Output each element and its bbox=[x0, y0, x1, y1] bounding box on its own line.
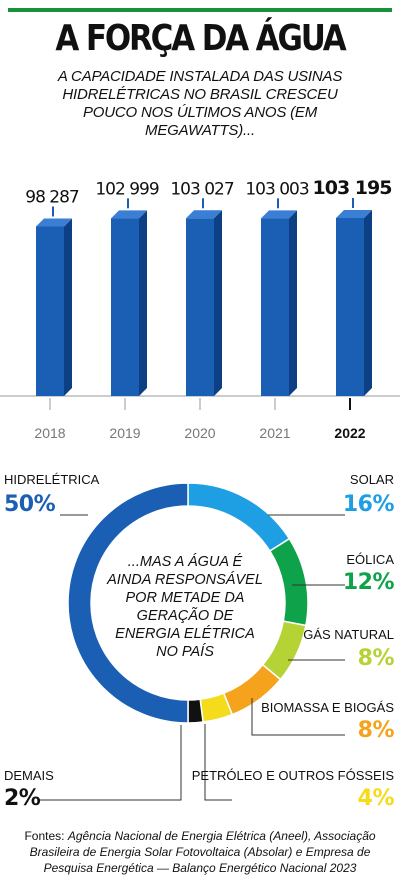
bar-front bbox=[186, 218, 214, 396]
legend-label-solar: SOLAR bbox=[349, 472, 394, 487]
donut-center-text: ...MAS A ÁGUA É AINDA RESPONSÁVEL POR ME… bbox=[107, 554, 263, 660]
bar-side bbox=[64, 218, 72, 396]
leader-line bbox=[204, 724, 232, 801]
x-label: 2020 bbox=[184, 425, 215, 441]
bar-top bbox=[111, 210, 147, 219]
legend-label-e-lica: EÓLICA bbox=[346, 552, 394, 567]
leader-line bbox=[38, 725, 182, 801]
bar-top bbox=[36, 218, 72, 227]
source-prefix: Fontes: bbox=[24, 829, 68, 843]
legend-label-hidrel-trica: HIDRELÉTRICA bbox=[4, 472, 100, 487]
value-label: 103 195 bbox=[313, 177, 392, 199]
bar-top bbox=[336, 210, 372, 218]
value-label: 102 999 bbox=[95, 179, 158, 199]
legend-label-biomassa-e-biog-s: BIOMASSA E BIOGÁS bbox=[261, 700, 394, 715]
legend-percent-e-lica: 12% bbox=[342, 570, 395, 595]
source-text: Agência Nacional de Energia Elétrica (An… bbox=[29, 829, 376, 875]
bar-2018: 98 287 2018 bbox=[25, 187, 80, 441]
x-label: 2021 bbox=[259, 425, 290, 441]
bar-front bbox=[261, 218, 289, 396]
bar-side bbox=[364, 210, 372, 396]
x-label: 2022 bbox=[334, 425, 365, 441]
x-label: 2018 bbox=[34, 425, 65, 441]
source-note: Fontes: Agência Nacional de Energia Elét… bbox=[10, 828, 390, 876]
legend-percent-g-s-natural: 8% bbox=[357, 646, 395, 671]
legend-percent-solar: 16% bbox=[342, 492, 395, 517]
slice-hidrel-trica bbox=[67, 482, 189, 724]
legend-percent-biomassa-e-biog-s: 8% bbox=[357, 718, 395, 743]
bar-top bbox=[186, 210, 222, 219]
slice-e-lica bbox=[268, 537, 309, 627]
bar-2021: 103 003 2021 bbox=[245, 179, 309, 441]
value-label: 103 027 bbox=[170, 179, 233, 199]
bar-2020: 103 027 2020 bbox=[170, 179, 234, 441]
top-accent-bar bbox=[8, 8, 392, 12]
bar-side bbox=[289, 210, 297, 396]
bar-2022: 103 195 2022 bbox=[313, 177, 393, 441]
bar-side bbox=[139, 210, 147, 396]
slice-demais bbox=[187, 698, 204, 724]
legend-percent-hidrel-trica: 50% bbox=[4, 492, 56, 517]
chart-subtitle: A CAPACIDADE INSTALADA DAS USINAS HIDREL… bbox=[57, 68, 343, 139]
bar-side bbox=[214, 210, 222, 396]
value-label: 103 003 bbox=[245, 179, 308, 199]
legend-percent-petr-leo-e-outros-f-sseis: 4% bbox=[357, 786, 395, 811]
legend-label-demais: DEMAIS bbox=[4, 768, 54, 783]
slice-solar bbox=[187, 482, 291, 553]
legend-percent-demais: 2% bbox=[4, 786, 41, 811]
legend-label-g-s-natural: GÁS NATURAL bbox=[303, 627, 394, 642]
bar-2019: 102 999 2019 bbox=[95, 179, 159, 441]
x-label: 2019 bbox=[109, 425, 140, 441]
leader-line bbox=[251, 698, 345, 736]
value-label: 98 287 bbox=[25, 187, 79, 207]
legend-label-petr-leo-e-outros-f-sseis: PETRÓLEO E OUTROS FÓSSEIS bbox=[191, 768, 394, 783]
bar-chart: 98 287 2018 102 999 2019 103 027 2020 103 003 2… bbox=[0, 177, 400, 441]
bar-front bbox=[111, 218, 139, 396]
bar-front bbox=[336, 218, 364, 396]
bar-top bbox=[261, 210, 297, 219]
page-title: A FORÇA DA ÁGUA bbox=[55, 18, 346, 59]
bar-front bbox=[36, 226, 64, 396]
